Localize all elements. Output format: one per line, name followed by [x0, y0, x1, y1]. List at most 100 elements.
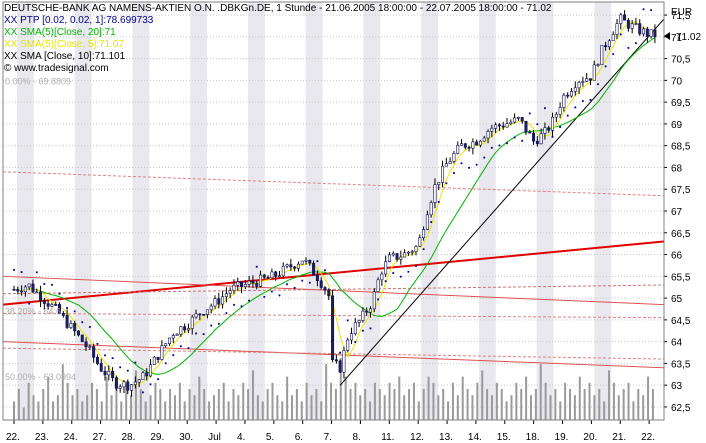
candle-body [543, 127, 547, 134]
sar-dot [134, 361, 137, 364]
sar-dot [324, 269, 326, 272]
chart-legend: DEUTSCHE-BANK AG NAMENS-AKTIEN O.N. .DBK… [4, 3, 552, 75]
candle-body [171, 335, 175, 339]
candle-body [649, 29, 653, 37]
candle-body [350, 333, 354, 341]
candle-body [88, 346, 92, 348]
day-band [594, 2, 612, 420]
volume-bar [466, 389, 469, 420]
candle-body [259, 274, 263, 287]
candle-body [535, 140, 539, 145]
sar-dot [278, 294, 281, 297]
x-tick-label: 20. [583, 432, 597, 443]
candle-body [137, 379, 141, 383]
sar-dot [248, 299, 251, 302]
sar-dot [392, 272, 395, 274]
x-tick-label: 22. [6, 432, 20, 443]
volume-bar [417, 401, 420, 420]
volume-bar [305, 382, 308, 420]
candle-body [69, 323, 73, 328]
volume-bar [251, 370, 254, 420]
candle-body [460, 143, 464, 146]
candle-body [175, 333, 179, 336]
volume-bar [310, 395, 313, 420]
volume-bar [612, 382, 615, 420]
volume-bar [456, 395, 459, 420]
candle-body [236, 281, 240, 286]
candle-body [410, 251, 414, 253]
volume-bar [598, 389, 601, 420]
volume-bar [339, 358, 342, 420]
day-band [74, 2, 92, 420]
volume-bar [608, 370, 611, 420]
candle-body [433, 184, 437, 203]
x-tick-label: 19. [555, 432, 569, 443]
volume-bar [261, 401, 264, 420]
volume-bar [344, 376, 347, 420]
candle-body [95, 356, 99, 364]
volume-bar [471, 395, 474, 420]
y-tick-label: 63 [671, 381, 683, 392]
sar-dot [240, 305, 243, 308]
candle-body [205, 309, 209, 315]
volume-bar [56, 395, 59, 420]
candle-body [228, 290, 232, 294]
volume-bar [212, 395, 215, 420]
candle-body [645, 28, 649, 37]
sar-dot [581, 100, 584, 102]
candle-body [524, 120, 528, 133]
candle-body [592, 64, 596, 81]
sar-dot [263, 295, 266, 298]
volume-bar [544, 382, 547, 420]
volume-bar [398, 376, 401, 420]
candle-body [596, 64, 600, 66]
volume-bar [437, 395, 440, 420]
volume-bar [325, 364, 328, 420]
candle-body [494, 124, 498, 129]
volume-bar [383, 395, 386, 420]
candle-body [65, 315, 69, 328]
candle-body [539, 133, 543, 145]
y-tick-label: 69 [671, 120, 683, 131]
volume-bar [578, 376, 581, 420]
y-tick-label: 65,5 [671, 272, 691, 283]
candle-body [569, 91, 573, 97]
candle-body [141, 372, 145, 380]
candle-body [399, 256, 403, 260]
volume-bar [237, 395, 240, 420]
volume-bar [37, 401, 40, 420]
y-tick-label: 63,5 [671, 359, 691, 370]
x-tick-label: 11. [381, 432, 394, 443]
sar-dot [377, 298, 379, 301]
candle-body [224, 293, 228, 297]
volume-bar [242, 382, 245, 420]
volume-bar [32, 395, 35, 420]
candle-body [198, 313, 202, 316]
volume-bar [256, 395, 259, 420]
candle-body [551, 116, 555, 131]
day-band [478, 2, 496, 420]
volume-bar [22, 407, 25, 420]
candle-body [293, 266, 297, 269]
volume-bar [61, 364, 64, 420]
candle-body [285, 264, 289, 267]
candle-body [31, 283, 35, 293]
x-tick-label: 13. [439, 432, 453, 443]
sar-dot [157, 378, 160, 381]
sar-dot [119, 366, 122, 369]
legend-sma5: XX SMA(5)[Close, 5]:71.07 [4, 39, 125, 50]
sar-dot [604, 65, 607, 68]
sar-dot [179, 345, 182, 348]
candle-body [186, 328, 190, 331]
volume-bar [495, 382, 498, 420]
trend-line [339, 19, 664, 386]
x-tick-label: 23. [35, 432, 49, 443]
sar-dot [513, 136, 516, 139]
volume-bar [66, 382, 69, 420]
volume-bar [76, 389, 79, 420]
sar-dot [483, 156, 486, 159]
candle-body [604, 45, 608, 48]
candle-body [365, 310, 369, 313]
x-tick-label: 28. [121, 432, 135, 443]
candle-body [638, 23, 642, 35]
